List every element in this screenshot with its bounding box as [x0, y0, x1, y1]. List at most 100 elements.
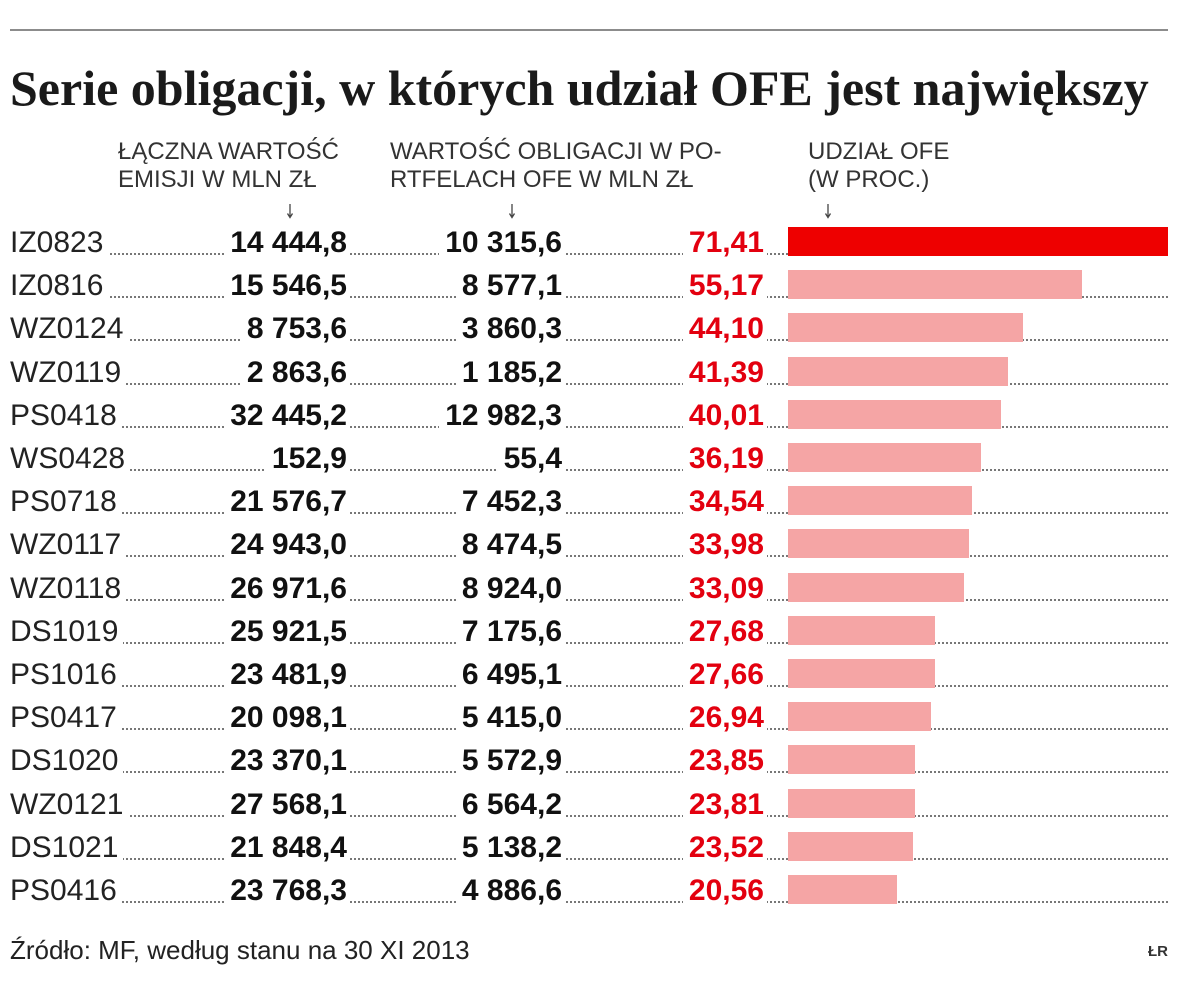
total-issue-value: 21 848,4: [224, 828, 350, 867]
ofe-holdings-value: 55,4: [497, 440, 565, 478]
ofe-share-bar: [788, 443, 981, 472]
arrow-down-icon: [286, 204, 294, 219]
arrow-down-icon: [824, 204, 832, 219]
total-issue-value: 25 921,5: [224, 612, 350, 651]
ofe-share-value: 33,09: [682, 569, 767, 608]
leader-dots: [10, 598, 1168, 601]
table-row: WZ0118 26 971,6 8 924,0 33,09: [0, 569, 1200, 608]
ofe-share-bar: [788, 356, 1009, 386]
ofe-share-bar: [788, 486, 972, 516]
series-code: PS0418: [10, 396, 122, 435]
ofe-share-bar: [788, 659, 936, 688]
table-row: PS0416 23 768,3 4 886,6 20,56: [0, 872, 1200, 910]
series-code: DS1019: [10, 612, 124, 651]
ofe-holdings-value: 5 415,0: [455, 699, 565, 738]
series-code: PS0718: [10, 483, 122, 522]
series-code: WZ0118: [10, 569, 127, 608]
table-row: DS1020 23 370,1 5 572,9 23,85: [0, 742, 1200, 781]
series-code: DS1021: [10, 828, 124, 867]
ofe-share-value: 27,66: [682, 656, 767, 694]
total-issue-value: 32 445,2: [224, 396, 350, 435]
leader-dots: [10, 425, 1168, 428]
series-code: IZ0823: [10, 224, 109, 262]
table-row: PS0418 32 445,2 12 982,3 40,01: [0, 396, 1200, 435]
series-code: PS0416: [10, 872, 122, 910]
ofe-share-bar: [788, 227, 1168, 256]
ofe-holdings-value: 4 886,6: [455, 872, 565, 910]
total-issue-value: 2 863,6: [240, 353, 350, 392]
total-issue-value: 21 576,7: [224, 483, 350, 522]
ofe-share-value: 23,81: [682, 785, 767, 824]
ofe-share-bar: [788, 788, 915, 818]
leader-dots: [10, 814, 1168, 817]
series-code: WZ0119: [10, 353, 127, 392]
total-issue-value: 26 971,6: [224, 569, 350, 608]
ofe-share-bar: [788, 270, 1082, 300]
ofe-share-value: 23,52: [682, 828, 767, 867]
ofe-share-bar: [788, 529, 969, 559]
table-row: WZ0117 24 943,0 8 474,5 33,98: [0, 526, 1200, 565]
table-row: IZ0816 15 546,5 8 577,1 55,17: [0, 267, 1200, 306]
series-code: PS0417: [10, 699, 122, 738]
series-code: WZ0121: [10, 785, 129, 824]
total-issue-value: 27 568,1: [224, 785, 350, 824]
ofe-share-bar: [788, 313, 1023, 343]
header-line: EMISJI W MLN ZŁ: [118, 166, 317, 193]
series-code: WS0428: [10, 440, 131, 478]
ofe-holdings-value: 5 572,9: [455, 742, 565, 781]
leader-dots: [10, 728, 1168, 731]
header-line: ŁĄCZNA WARTOŚĆ: [118, 138, 339, 165]
ofe-share-value: 34,54: [682, 483, 767, 522]
chart-title: Serie obligacji, w których udział OFE je…: [10, 60, 1149, 116]
total-issue-value: 23 768,3: [224, 872, 350, 910]
leader-dots: [10, 512, 1168, 515]
series-code: WZ0117: [10, 526, 127, 565]
ofe-holdings-value: 12 982,3: [439, 396, 565, 435]
total-issue-value: 152,9: [265, 440, 350, 478]
leader-dots: [10, 253, 1168, 255]
ofe-holdings-value: 8 577,1: [455, 267, 565, 306]
ofe-share-header: UDZIAŁ OFE (W PROC.): [808, 138, 949, 194]
total-issue-value: 23 481,9: [224, 656, 350, 694]
ofe-share-value: 41,39: [682, 353, 767, 392]
ofe-holdings-value: 5 138,2: [455, 828, 565, 867]
ofe-holdings-value: 10 315,6: [439, 224, 565, 262]
ofe-holdings-value: 8 924,0: [455, 569, 565, 608]
ofe-share-value: 33,98: [682, 526, 767, 565]
ofe-share-bar: [788, 745, 915, 775]
ofe-share-value: 36,19: [682, 440, 767, 478]
ofe-share-bar: [788, 572, 965, 602]
ofe-share-bar: [788, 875, 898, 904]
author-credit: ŁR: [1148, 943, 1168, 960]
ofe-share-value: 71,41: [682, 224, 767, 262]
ofe-share-value: 44,10: [682, 310, 767, 349]
ofe-holdings-value: 8 474,5: [455, 526, 565, 565]
table-row: WS0428 152,9 55,4 36,19: [0, 440, 1200, 478]
table-row: PS1016 23 481,9 6 495,1 27,66: [0, 656, 1200, 694]
series-code: PS1016: [10, 656, 122, 694]
leader-dots: [10, 469, 1168, 471]
source-note: Źródło: MF, według stanu na 30 XI 2013: [10, 935, 470, 965]
ofe-holdings-header: WARTOŚĆ OBLIGACJI W PO- RTFELACH OFE W M…: [390, 138, 722, 194]
total-issue-value: 14 444,8: [224, 224, 350, 262]
ofe-share-value: 26,94: [682, 699, 767, 738]
series-code: DS1020: [10, 742, 124, 781]
table-row: DS1019 25 921,5 7 175,6 27,68: [0, 612, 1200, 651]
top-rule: [10, 29, 1168, 31]
ofe-share-value: 40,01: [682, 396, 767, 435]
table-row: WZ0121 27 568,1 6 564,2 23,81: [0, 785, 1200, 824]
leader-dots: [10, 296, 1168, 299]
ofe-holdings-value: 3 860,3: [455, 310, 565, 349]
series-code: IZ0816: [10, 267, 109, 306]
ofe-holdings-value: 1 185,2: [455, 353, 565, 392]
ofe-share-value: 55,17: [682, 267, 767, 306]
ofe-share-bar: [788, 702, 932, 732]
total-issue-value: 8 753,6: [240, 310, 350, 349]
table-row: WZ0124 8 753,6 3 860,3 44,10: [0, 310, 1200, 349]
total-issue-header: ŁĄCZNA WARTOŚĆ EMISJI W MLN ZŁ: [118, 138, 339, 194]
leader-dots: [10, 771, 1168, 774]
ofe-share-value: 27,68: [682, 612, 767, 651]
leader-dots: [10, 339, 1168, 342]
